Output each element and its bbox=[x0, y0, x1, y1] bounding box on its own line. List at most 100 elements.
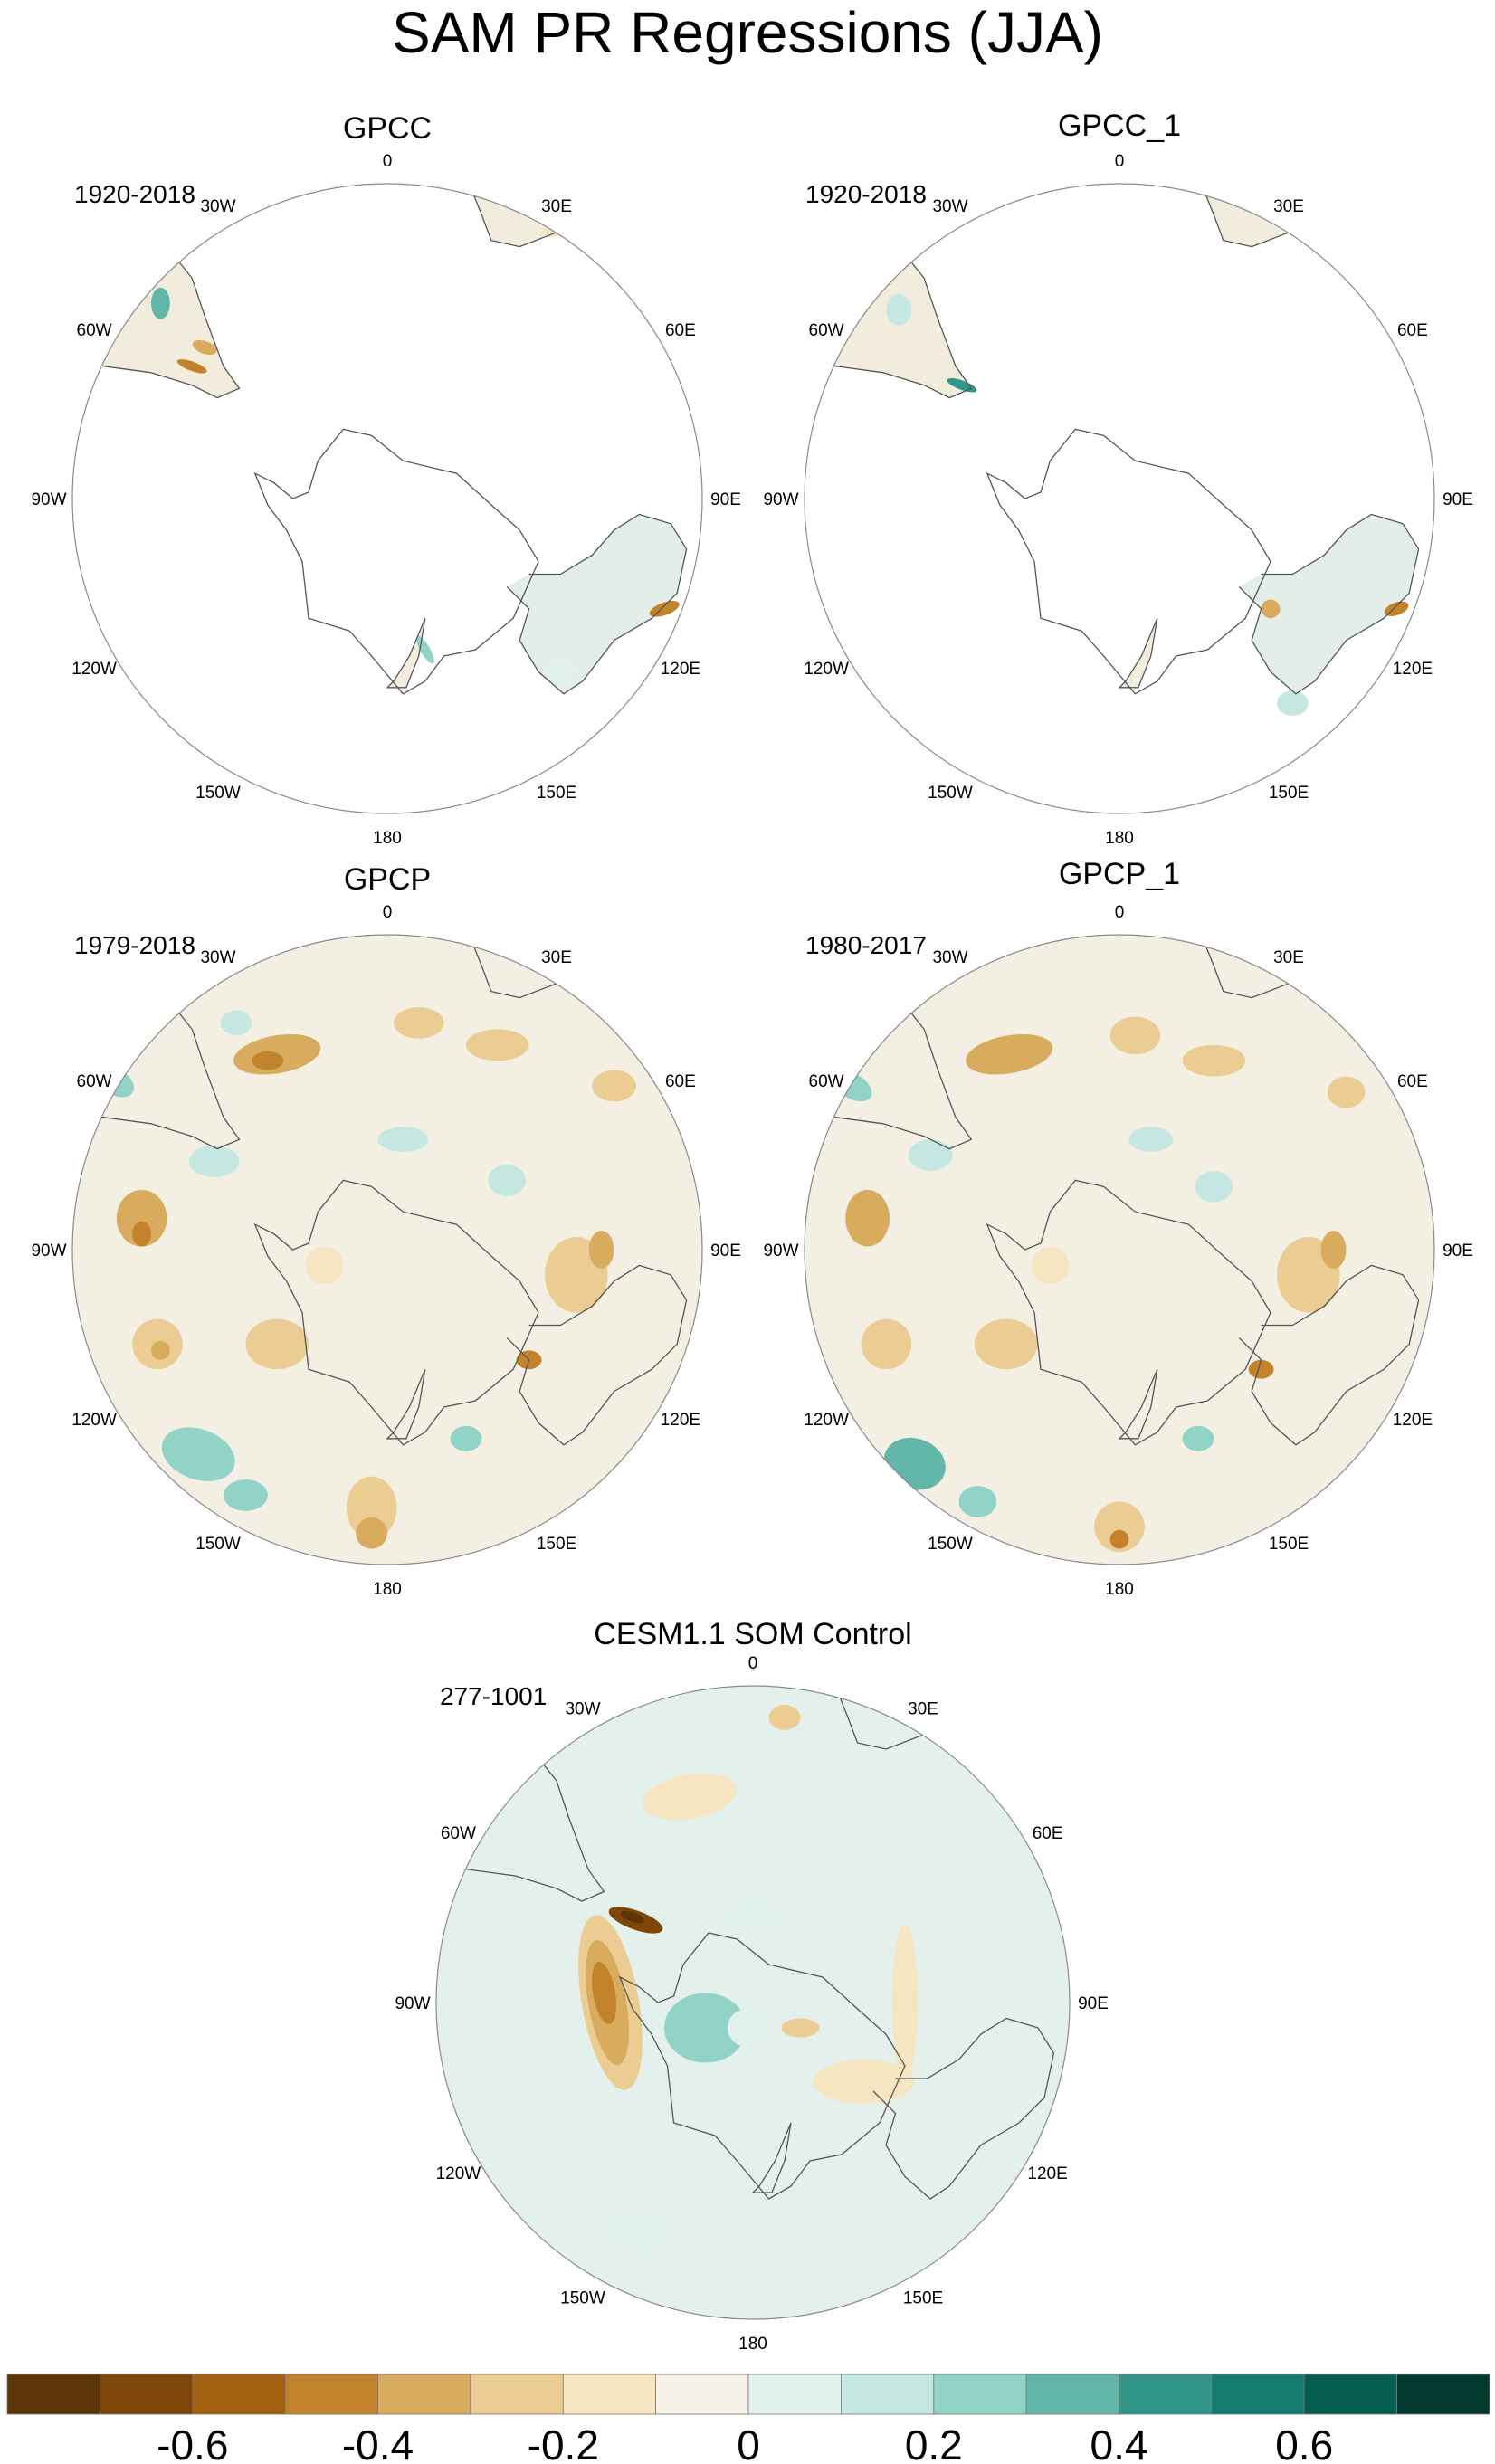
anomaly-contour bbox=[1277, 690, 1309, 717]
longitude-label: 120W bbox=[804, 660, 849, 679]
longitude-label: 30E bbox=[541, 948, 572, 967]
anomaly-contour bbox=[1094, 1501, 1145, 1552]
longitude-label: 90E bbox=[710, 490, 741, 509]
anomaly-contour bbox=[132, 1221, 152, 1247]
colorbar-bin bbox=[562, 2374, 657, 2415]
longitude-label: 60W bbox=[77, 1072, 112, 1091]
anomaly-contour bbox=[220, 1010, 252, 1036]
anomaly-contour bbox=[958, 1486, 997, 1517]
panel-title: GPCP bbox=[344, 862, 431, 897]
anomaly-contour bbox=[192, 339, 217, 356]
map-panels: GPCC 1920-2018 0 30E 60E 90E 120E 150E 180 150W 12… bbox=[31, 109, 1472, 2354]
anomaly-contour bbox=[394, 1007, 444, 1039]
longitude-label: 90W bbox=[31, 490, 66, 509]
panel-period: 1979-2018 bbox=[74, 931, 195, 959]
anomaly-contour bbox=[1128, 1127, 1174, 1153]
land-anomaly-fill bbox=[1119, 618, 1157, 688]
anomaly-contour bbox=[1109, 1016, 1161, 1055]
panel-title: CESM1.1 SOM Control bbox=[594, 1617, 911, 1651]
colorbar-bin bbox=[655, 2374, 749, 2415]
anomaly-contour bbox=[1248, 1359, 1274, 1379]
anomaly-contour bbox=[224, 1479, 268, 1511]
colorbar-bin bbox=[284, 2374, 378, 2415]
map-panel-cesm: CESM1.1 SOM Control 277-1001 0 30E 60E 90E 120… bbox=[395, 1617, 1108, 2354]
coastline bbox=[751, 2122, 792, 2193]
coastline bbox=[618, 1932, 906, 2200]
colorbar-bin bbox=[841, 2374, 935, 2415]
longitude-label: 30W bbox=[932, 948, 967, 967]
anomaly-contour bbox=[488, 1165, 527, 1196]
longitude-label: 150E bbox=[537, 1535, 576, 1554]
colorbar-bin bbox=[1303, 2374, 1397, 2415]
colorbar-bin bbox=[1119, 2374, 1213, 2415]
coastline bbox=[986, 428, 1271, 695]
longitude-label: 90W bbox=[763, 1242, 798, 1261]
longitude-label: 180 bbox=[373, 1580, 402, 1599]
longitude-label: 150E bbox=[1269, 784, 1309, 803]
land-anomaly-fill bbox=[1239, 514, 1419, 694]
colorbar-tick-label: 0.6 bbox=[1275, 2421, 1333, 2464]
longitude-label: 60E bbox=[1033, 1824, 1063, 1843]
land-anomaly-fill bbox=[387, 618, 425, 688]
coastline bbox=[253, 428, 539, 695]
longitude-label: 120E bbox=[1393, 660, 1433, 679]
map-border bbox=[71, 934, 703, 1565]
longitude-label: 90E bbox=[1443, 490, 1473, 509]
longitude-label: 150W bbox=[928, 1535, 973, 1554]
longitude-label: 60E bbox=[1397, 1072, 1428, 1091]
anomaly-contour bbox=[450, 1425, 482, 1451]
longitude-label: 120E bbox=[661, 660, 700, 679]
longitude-label: 0 bbox=[748, 1654, 758, 1673]
anomaly-contour bbox=[116, 1189, 167, 1247]
anomaly-contour bbox=[861, 1318, 912, 1370]
coastline bbox=[386, 1368, 426, 1440]
colorbar-bin bbox=[1396, 2374, 1490, 2415]
coastline bbox=[506, 513, 688, 695]
coastline bbox=[1238, 1264, 1420, 1446]
anomaly-contour bbox=[886, 293, 912, 326]
anomaly-contour bbox=[151, 1341, 170, 1360]
anomaly-field-background bbox=[436, 1686, 1070, 2319]
anomaly-field-background bbox=[805, 935, 1434, 1565]
colorbar-bin bbox=[1025, 2374, 1119, 2415]
anomaly-contour bbox=[356, 1517, 387, 1549]
anomaly-contour bbox=[591, 1961, 617, 2025]
colorbar-tick-label: -0.4 bbox=[342, 2421, 414, 2464]
longitude-label: 30W bbox=[200, 197, 235, 216]
longitude-label: 60W bbox=[441, 1824, 476, 1843]
longitude-label: 120W bbox=[804, 1411, 849, 1430]
longitude-label: 30E bbox=[541, 197, 572, 216]
longitude-label: 0 bbox=[1115, 903, 1125, 922]
longitude-label: 30E bbox=[1273, 948, 1304, 967]
longitude-label: 90E bbox=[1443, 1242, 1473, 1261]
anomaly-contour bbox=[377, 1127, 429, 1153]
anomaly-contour bbox=[610, 2208, 674, 2253]
longitude-label: 150E bbox=[1269, 1535, 1309, 1554]
anomaly-contour bbox=[620, 1910, 645, 1924]
longitude-label: 90W bbox=[31, 1242, 66, 1261]
anomaly-contour bbox=[1327, 1076, 1366, 1108]
anomaly-contour bbox=[588, 1231, 614, 1269]
longitude-label: 60W bbox=[809, 1072, 844, 1091]
colorbar-tick-label: 0 bbox=[737, 2421, 760, 2464]
map-panel-gpcp-1: GPCP_1 1980-2017 0 30E 60E 90E 120E 150E 180 150W… bbox=[763, 857, 1472, 1599]
anomaly-contour bbox=[1182, 1044, 1246, 1077]
map-border bbox=[804, 934, 1435, 1565]
map-panel-gpcc-1: GPCC_1 1920-2018 0 30E 60E 90E 120E 150E 180 150W… bbox=[763, 109, 1472, 848]
colorbar-bin bbox=[748, 2374, 842, 2415]
anomaly-contour bbox=[768, 1705, 801, 1730]
anomaly-contour bbox=[781, 2018, 820, 2038]
map-border bbox=[71, 183, 703, 814]
anomaly-contour bbox=[466, 1029, 529, 1061]
longitude-label: 0 bbox=[383, 152, 393, 171]
longitude-label: 30W bbox=[932, 197, 967, 216]
panel-title: GPCC_1 bbox=[1058, 109, 1181, 143]
longitude-label: 30E bbox=[1273, 197, 1304, 216]
panel-period: 277-1001 bbox=[440, 1682, 547, 1710]
longitude-label: 90E bbox=[1078, 1994, 1109, 2013]
coastline bbox=[253, 1179, 539, 1446]
longitude-label: 90W bbox=[763, 490, 798, 509]
panel-period: 1920-2018 bbox=[74, 180, 195, 208]
colorbar-bin bbox=[1211, 2374, 1305, 2415]
